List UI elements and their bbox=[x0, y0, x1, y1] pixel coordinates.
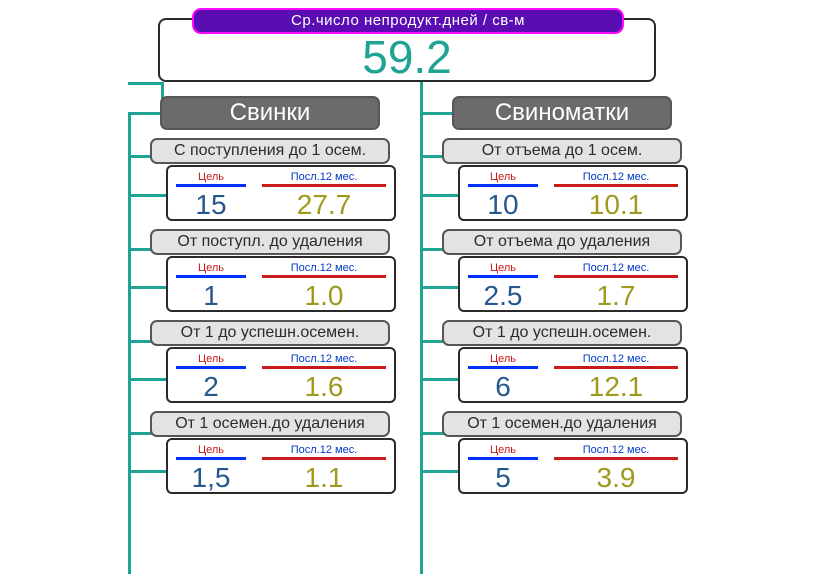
actual-value: 27.7 bbox=[297, 189, 352, 221]
metric-label: От 1 осемен.до удаления bbox=[150, 411, 390, 437]
main-value: 59.2 bbox=[158, 30, 656, 84]
target-value: 10 bbox=[487, 189, 518, 221]
actual-header: Посл.12 мес. bbox=[262, 171, 386, 187]
values-box: Цель 5 Посл.12 мес. 3.9 bbox=[458, 438, 688, 494]
metric-block: От 1 до успешн.осемен. Цель 2 Посл.12 ме… bbox=[138, 320, 408, 403]
target-value: 5 bbox=[495, 462, 511, 494]
target-value: 15 bbox=[195, 189, 226, 221]
actual-header: Посл.12 мес. bbox=[554, 171, 678, 187]
metric-block: От 1 до успешн.осемен. Цель 6 Посл.12 ме… bbox=[430, 320, 700, 403]
actual-value: 12.1 bbox=[589, 371, 644, 403]
metric-label: От 1 осемен.до удаления bbox=[442, 411, 682, 437]
metric-label: С поступления до 1 осем. bbox=[150, 138, 390, 164]
target-header: Цель bbox=[468, 444, 538, 460]
metric-block: От отъема до 1 осем. Цель 10 Посл.12 мес… bbox=[430, 138, 700, 221]
actual-header: Посл.12 мес. bbox=[262, 262, 386, 278]
group-gilts: Свинки С поступления до 1 осем. Цель 15 … bbox=[138, 96, 418, 494]
actual-value: 1.6 bbox=[305, 371, 344, 403]
values-box: Цель 2.5 Посл.12 мес. 1.7 bbox=[458, 256, 688, 312]
values-box: Цель 1,5 Посл.12 мес. 1.1 bbox=[166, 438, 396, 494]
connector bbox=[128, 112, 131, 574]
metric-block: От поступл. до удаления Цель 1 Посл.12 м… bbox=[138, 229, 408, 312]
metric-block: С поступления до 1 осем. Цель 15 Посл.12… bbox=[138, 138, 408, 221]
values-box: Цель 6 Посл.12 мес. 12.1 bbox=[458, 347, 688, 403]
metric-block: От отъема до удаления Цель 2.5 Посл.12 м… bbox=[430, 229, 700, 312]
actual-value: 1.7 bbox=[597, 280, 636, 312]
actual-header: Посл.12 мес. bbox=[554, 353, 678, 369]
values-box: Цель 2 Посл.12 мес. 1.6 bbox=[166, 347, 396, 403]
group-sows: Свиноматки От отъема до 1 осем. Цель 10 … bbox=[430, 96, 710, 494]
target-header: Цель bbox=[468, 171, 538, 187]
target-value: 2.5 bbox=[484, 280, 523, 312]
actual-header: Посл.12 мес. bbox=[262, 353, 386, 369]
metric-block: От 1 осемен.до удаления Цель 5 Посл.12 м… bbox=[430, 411, 700, 494]
actual-value: 1.1 bbox=[305, 462, 344, 494]
actual-header: Посл.12 мес. bbox=[262, 444, 386, 460]
metric-block: От 1 осемен.до удаления Цель 1,5 Посл.12… bbox=[138, 411, 408, 494]
group-title: Свинки bbox=[160, 96, 380, 130]
actual-header: Посл.12 мес. bbox=[554, 262, 678, 278]
values-box: Цель 15 Посл.12 мес. 27.7 bbox=[166, 165, 396, 221]
target-header: Цель bbox=[468, 353, 538, 369]
target-value: 2 bbox=[203, 371, 219, 403]
actual-header: Посл.12 мес. bbox=[554, 444, 678, 460]
metric-label: От 1 до успешн.осемен. bbox=[442, 320, 682, 346]
metric-label: От отъема до 1 осем. bbox=[442, 138, 682, 164]
connector bbox=[128, 82, 164, 85]
target-header: Цель bbox=[468, 262, 538, 278]
values-box: Цель 1 Посл.12 мес. 1.0 bbox=[166, 256, 396, 312]
values-box: Цель 10 Посл.12 мес. 10.1 bbox=[458, 165, 688, 221]
target-value: 1 bbox=[203, 280, 219, 312]
target-header: Цель bbox=[176, 353, 246, 369]
actual-value: 3.9 bbox=[597, 462, 636, 494]
target-value: 6 bbox=[495, 371, 511, 403]
metric-label: От поступл. до удаления bbox=[150, 229, 390, 255]
metric-label: От отъема до удаления bbox=[442, 229, 682, 255]
actual-value: 1.0 bbox=[305, 280, 344, 312]
target-header: Цель bbox=[176, 262, 246, 278]
target-header: Цель bbox=[176, 444, 246, 460]
target-value: 1,5 bbox=[192, 462, 231, 494]
metric-label: От 1 до успешн.осемен. bbox=[150, 320, 390, 346]
group-title: Свиноматки bbox=[452, 96, 672, 130]
target-header: Цель bbox=[176, 171, 246, 187]
actual-value: 10.1 bbox=[589, 189, 644, 221]
